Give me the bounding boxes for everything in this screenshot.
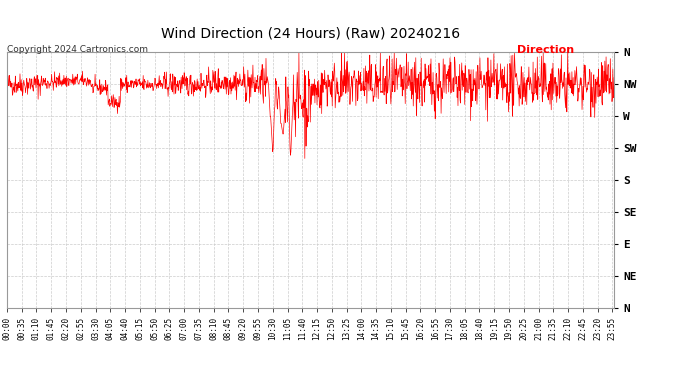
Text: Wind Direction (24 Hours) (Raw) 20240216: Wind Direction (24 Hours) (Raw) 20240216 — [161, 26, 460, 40]
Text: Direction: Direction — [518, 45, 575, 55]
Text: Copyright 2024 Cartronics.com: Copyright 2024 Cartronics.com — [7, 45, 148, 54]
